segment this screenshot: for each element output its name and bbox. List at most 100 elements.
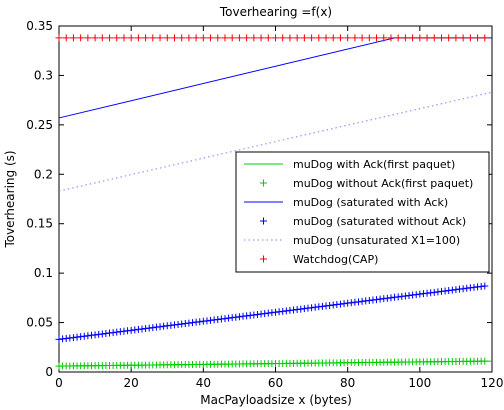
series-marker [84,34,92,42]
series-marker [416,34,424,42]
series-marker [315,34,323,42]
series-marker [401,34,409,42]
x-tick-label: 80 [340,376,355,390]
series-marker [156,34,164,42]
y-tick-label: 0.1 [34,266,53,280]
series-marker [481,357,489,365]
legend-label: muDog with Ack(first paquet) [293,158,455,171]
series-marker [286,34,294,42]
series-marker [466,34,474,42]
series-marker [91,34,99,42]
series-marker [373,34,381,42]
x-tick-label: 0 [55,376,63,390]
y-tick-label: 0.25 [26,118,53,132]
series-marker [106,34,114,42]
y-tick-label: 0.2 [34,167,53,181]
series-marker [445,34,453,42]
series-line [58,91,493,192]
y-tick-label: 0.35 [26,19,53,33]
series-marker [344,34,352,42]
x-axis-label: MacPayloadsize x (bytes) [200,393,352,407]
series-marker [185,34,193,42]
series-marker [257,34,265,42]
series-marker [300,34,308,42]
series-marker [387,34,395,42]
y-axis-label: Toverhearing (s) [3,150,17,248]
series-marker [250,34,258,42]
series-marker [423,34,431,42]
legend-label: muDog without Ack(first paquet) [293,177,473,190]
series-3 [55,282,489,343]
legend-marker [260,217,267,225]
x-tick-label: 100 [408,376,431,390]
series-marker [98,34,106,42]
legend-marker [260,255,267,263]
y-tick-label: 0.3 [34,68,53,82]
series-marker [272,34,279,42]
series-marker [437,34,445,42]
series-marker [55,34,63,42]
series-marker [481,34,489,42]
series-layer [55,34,493,370]
series-2 [58,37,492,119]
series-marker [134,34,142,42]
series-marker [149,34,157,42]
series-marker [113,34,121,42]
series-marker [62,34,70,42]
series-line [58,37,492,119]
series-marker [430,34,438,42]
series-marker [127,34,135,42]
series-marker [329,34,337,42]
series-marker [221,34,229,42]
series-marker [214,34,222,42]
series-marker [293,34,301,42]
series-marker [192,34,200,42]
series-marker [365,34,373,42]
series-marker [394,34,402,42]
series-marker [178,34,186,42]
series-marker [459,34,467,42]
series-marker [228,34,236,42]
y-tick-label: 0 [45,365,53,379]
series-marker [264,34,272,42]
series-marker [351,34,359,42]
series-marker [481,282,489,290]
legend-box [235,151,490,273]
series-marker [235,34,243,42]
series-marker [358,34,366,42]
y-tick-label: 0.05 [26,316,53,330]
y-axis: 0 0.05 0.1 0.15 0.2 0.25 0.3 0.35 [26,19,492,379]
series-4 [58,91,493,192]
series-marker [170,34,178,42]
y-tick-label: 0.15 [26,217,53,231]
series-marker [199,34,207,42]
chart-title: Toverhearing =f(x) [219,5,332,19]
legend-label: muDog (saturated with Ack) [293,196,448,209]
series-marker [308,34,316,42]
series-marker [77,34,85,42]
legend-label: muDog (unsaturated X1=100) [293,234,460,247]
series-marker [322,34,330,42]
series-marker [120,34,128,42]
series-marker [142,34,150,42]
series-1 [55,357,489,370]
series-marker [279,34,287,42]
series-marker [163,34,171,42]
legend: muDog with Ack(first paquet) muDog withou… [235,151,490,273]
legend-label: muDog (saturated without Ack) [293,215,466,228]
series-marker [380,34,388,42]
x-tick-label: 40 [196,376,211,390]
x-axis: 0 20 40 60 80 100 120 [55,26,503,390]
series-marker [69,34,77,42]
x-tick-label: 20 [124,376,139,390]
legend-label: Watchdog(CAP) [293,253,378,266]
x-tick-label: 120 [481,376,504,390]
x-tick-label: 60 [268,376,283,390]
series-marker [243,34,251,42]
series-marker [409,34,417,42]
series-5 [55,34,489,42]
legend-marker [260,179,267,187]
series-marker [474,34,482,42]
series-marker [336,34,344,42]
